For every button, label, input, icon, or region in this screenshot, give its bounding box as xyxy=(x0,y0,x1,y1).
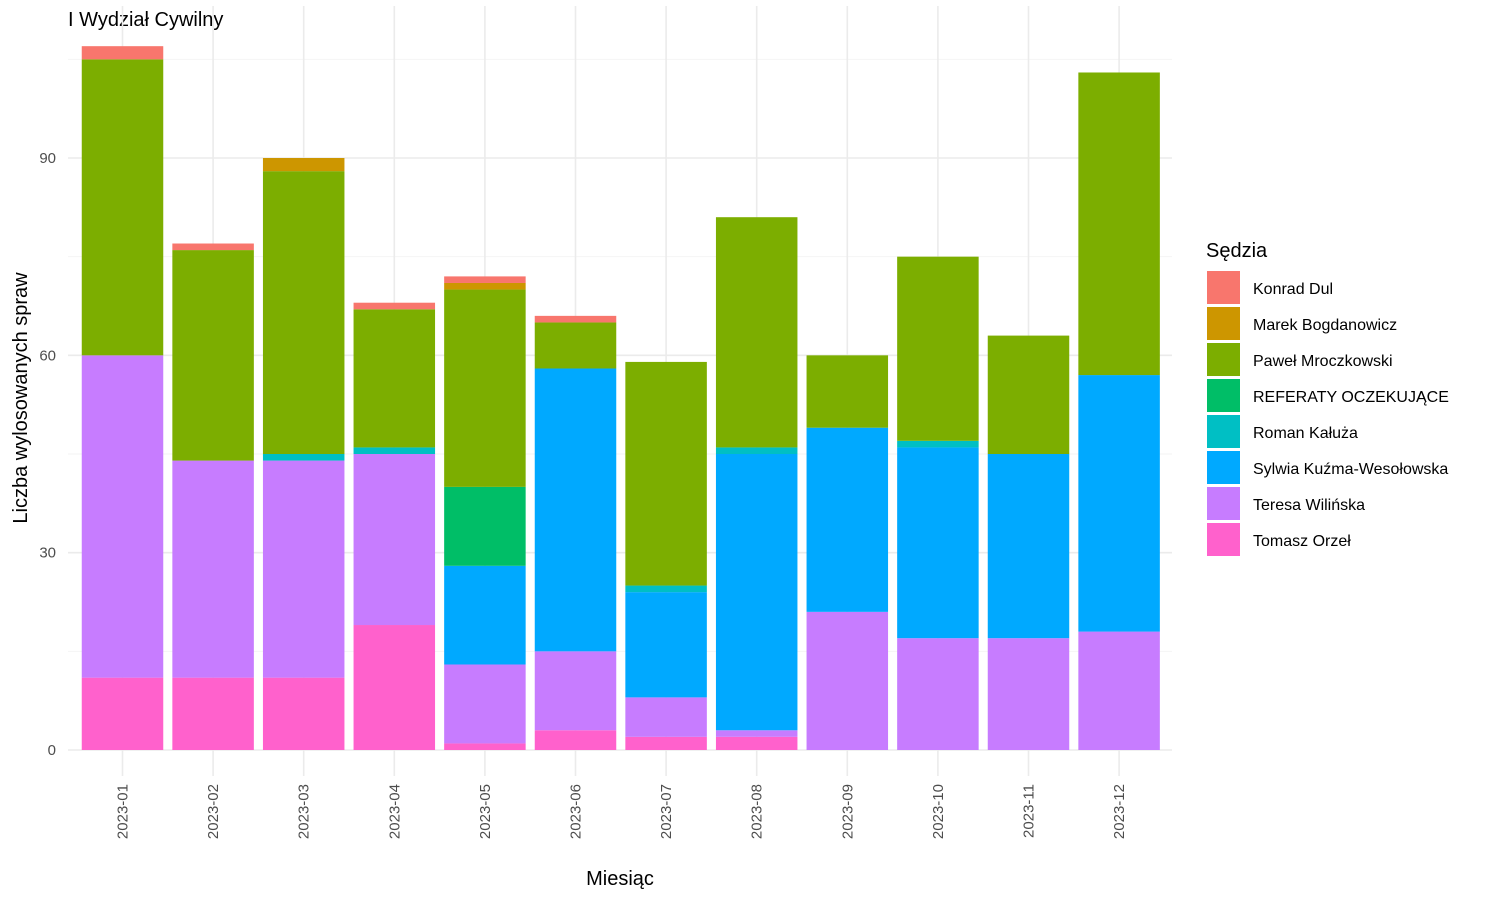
bar-segment xyxy=(262,460,345,678)
x-tick-label: 2023-06 xyxy=(568,784,585,839)
bar-segment xyxy=(353,454,436,626)
x-tick-label: 2023-09 xyxy=(839,784,856,839)
bar-segment xyxy=(444,486,526,566)
bar-segment xyxy=(534,315,617,323)
bar-segment xyxy=(172,250,254,461)
bar-segment xyxy=(987,454,1070,639)
legend-label: Konrad Dul xyxy=(1253,281,1333,298)
bar-segment xyxy=(1078,72,1160,376)
legend-label: REFERATY OCZEKUJĄCE xyxy=(1253,389,1449,406)
bar-segment xyxy=(1078,375,1160,632)
chart-title: I Wydział Cywilny xyxy=(68,9,223,31)
bar-segment xyxy=(534,322,617,369)
x-tick-label: 2023-07 xyxy=(658,784,675,839)
bar-segment xyxy=(715,730,798,737)
bar-segment xyxy=(715,454,798,731)
x-tick-label: 2023-08 xyxy=(749,784,766,839)
legend-swatch xyxy=(1207,487,1240,520)
bar-segment xyxy=(262,677,345,750)
bar-segment xyxy=(806,355,889,428)
bar-segment xyxy=(715,447,798,454)
bar-segment xyxy=(534,730,617,750)
x-tick-label: 2023-02 xyxy=(205,784,222,839)
bar-segment xyxy=(897,447,979,639)
bar-segment xyxy=(987,335,1070,454)
legend-swatch xyxy=(1207,379,1240,412)
bar-segment xyxy=(444,289,526,487)
bar-segment xyxy=(172,677,254,750)
bar-segment xyxy=(172,243,254,251)
bar-segment xyxy=(81,677,164,750)
legend-label: Roman Kałuża xyxy=(1253,425,1358,442)
x-axis-ticks: 2023-01 2023-02 2023-03 2023-04 2023-05 2023-… xyxy=(115,784,1129,839)
x-tick-label: 2023-04 xyxy=(386,784,403,839)
y-tick-label: 0 xyxy=(48,742,56,759)
bar-segment xyxy=(81,59,164,356)
bar-segment xyxy=(444,664,526,744)
bar-segment xyxy=(897,638,979,750)
bar-segment xyxy=(262,171,345,454)
bar-segment xyxy=(353,625,436,750)
bar-segment xyxy=(987,638,1070,750)
y-tick-label: 90 xyxy=(39,150,56,167)
legend-items: Konrad Dul Marek Bogdanowicz Paweł Mroczko… xyxy=(1207,271,1449,556)
bar-segment xyxy=(444,276,526,283)
bar-segment xyxy=(172,460,254,678)
x-tick-label: 2023-11 xyxy=(1021,784,1038,838)
bar-segment xyxy=(444,282,526,290)
legend-title: Sędzia xyxy=(1206,240,1268,262)
bar-segment xyxy=(806,427,889,612)
y-tick-label: 60 xyxy=(39,347,56,364)
x-tick-label: 2023-10 xyxy=(930,784,947,839)
x-tick-label: 2023-12 xyxy=(1111,784,1128,839)
bar-segment xyxy=(353,447,436,454)
bar-segment xyxy=(897,256,979,441)
bar-segment xyxy=(715,736,798,750)
legend: Sędzia Konrad Dul Marek Bogdanowicz Paweł … xyxy=(1206,240,1449,556)
legend-label: Sylwia Kuźma-Wesołowska xyxy=(1253,461,1448,478)
legend-swatch xyxy=(1207,451,1240,484)
legend-swatch xyxy=(1207,523,1240,556)
x-tick-label: 2023-03 xyxy=(296,784,313,839)
bar-segment xyxy=(81,355,164,678)
legend-swatch xyxy=(1207,307,1240,340)
bar-segment xyxy=(444,565,526,665)
legend-swatch xyxy=(1207,415,1240,448)
x-tick-label: 2023-01 xyxy=(115,784,132,839)
x-tick-label: 2023-05 xyxy=(477,784,494,839)
bar-segment xyxy=(534,368,617,652)
legend-swatch xyxy=(1207,343,1240,376)
bar-segment xyxy=(353,309,436,448)
bar-segment xyxy=(353,302,436,310)
legend-label: Paweł Mroczkowski xyxy=(1253,353,1393,370)
legend-swatch xyxy=(1207,271,1240,304)
legend-label: Marek Bogdanowicz xyxy=(1253,317,1397,334)
bar-segment xyxy=(1078,631,1160,750)
y-tick-label: 30 xyxy=(39,545,56,562)
legend-label: Tomasz Orzeł xyxy=(1253,533,1351,550)
y-axis-ticks: 0 30 60 90 xyxy=(39,150,56,759)
bar-segment xyxy=(625,697,707,737)
bar-segment xyxy=(625,592,707,698)
bar-segment xyxy=(444,743,526,750)
bar-segment xyxy=(262,158,345,172)
bar-segment xyxy=(625,361,707,586)
bar-segment xyxy=(625,585,707,593)
bar-segment xyxy=(806,611,889,750)
y-axis-title: Liczba wylosowanych spraw xyxy=(10,272,32,524)
legend-label: Teresa Wilińska xyxy=(1253,497,1365,514)
bar-segment xyxy=(625,736,707,750)
bars xyxy=(81,46,1160,750)
bar-segment xyxy=(81,46,164,60)
bar-segment xyxy=(897,440,979,448)
bar-segment xyxy=(262,454,345,461)
x-axis-title: Miesiąc xyxy=(586,868,654,890)
bar-segment xyxy=(715,217,798,448)
bar-segment xyxy=(534,651,617,731)
